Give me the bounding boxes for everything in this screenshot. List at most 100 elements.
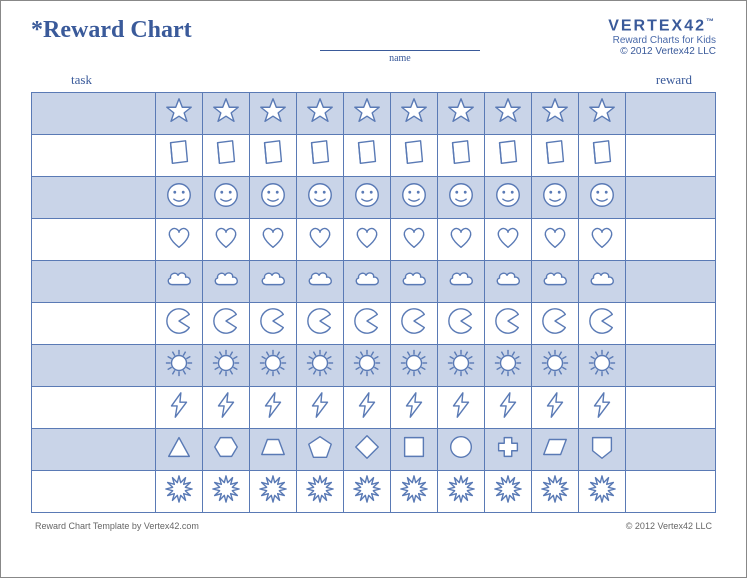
cloud-cell[interactable]	[485, 261, 532, 303]
pacman-cell[interactable]	[391, 303, 438, 345]
reward-cell[interactable]	[626, 429, 716, 471]
book-cell[interactable]	[297, 135, 344, 177]
task-cell[interactable]	[32, 345, 156, 387]
sun-cell[interactable]	[532, 345, 579, 387]
smiley-cell[interactable]	[250, 177, 297, 219]
task-cell[interactable]	[32, 261, 156, 303]
shapes-cell[interactable]	[438, 429, 485, 471]
star-cell[interactable]	[485, 93, 532, 135]
sun-cell[interactable]	[391, 345, 438, 387]
heart-cell[interactable]	[344, 219, 391, 261]
shapes-cell[interactable]	[532, 429, 579, 471]
cloud-cell[interactable]	[155, 261, 202, 303]
sun-cell[interactable]	[297, 345, 344, 387]
bolt-cell[interactable]	[344, 387, 391, 429]
task-cell[interactable]	[32, 135, 156, 177]
bolt-cell[interactable]	[485, 387, 532, 429]
sun-cell[interactable]	[202, 345, 249, 387]
cloud-cell[interactable]	[532, 261, 579, 303]
shapes-cell[interactable]	[344, 429, 391, 471]
star-cell[interactable]	[155, 93, 202, 135]
book-cell[interactable]	[344, 135, 391, 177]
pacman-cell[interactable]	[155, 303, 202, 345]
reward-cell[interactable]	[626, 177, 716, 219]
heart-cell[interactable]	[155, 219, 202, 261]
bolt-cell[interactable]	[202, 387, 249, 429]
reward-cell[interactable]	[626, 261, 716, 303]
smiley-cell[interactable]	[579, 177, 626, 219]
sun-cell[interactable]	[485, 345, 532, 387]
reward-cell[interactable]	[626, 93, 716, 135]
cloud-cell[interactable]	[250, 261, 297, 303]
brand-tagline[interactable]: Reward Charts for Kids	[608, 35, 716, 46]
star-cell[interactable]	[297, 93, 344, 135]
smiley-cell[interactable]	[391, 177, 438, 219]
bolt-cell[interactable]	[391, 387, 438, 429]
cloud-cell[interactable]	[391, 261, 438, 303]
star-cell[interactable]	[344, 93, 391, 135]
reward-cell[interactable]	[626, 135, 716, 177]
bolt-cell[interactable]	[532, 387, 579, 429]
bolt-cell[interactable]	[250, 387, 297, 429]
burst-cell[interactable]	[438, 471, 485, 513]
pacman-cell[interactable]	[297, 303, 344, 345]
smiley-cell[interactable]	[155, 177, 202, 219]
star-cell[interactable]	[532, 93, 579, 135]
burst-cell[interactable]	[532, 471, 579, 513]
shapes-cell[interactable]	[155, 429, 202, 471]
reward-cell[interactable]	[626, 219, 716, 261]
burst-cell[interactable]	[202, 471, 249, 513]
task-cell[interactable]	[32, 177, 156, 219]
book-cell[interactable]	[485, 135, 532, 177]
shapes-cell[interactable]	[391, 429, 438, 471]
bolt-cell[interactable]	[438, 387, 485, 429]
book-cell[interactable]	[579, 135, 626, 177]
smiley-cell[interactable]	[344, 177, 391, 219]
burst-cell[interactable]	[297, 471, 344, 513]
book-cell[interactable]	[438, 135, 485, 177]
sun-cell[interactable]	[579, 345, 626, 387]
task-cell[interactable]	[32, 303, 156, 345]
burst-cell[interactable]	[155, 471, 202, 513]
task-cell[interactable]	[32, 429, 156, 471]
task-cell[interactable]	[32, 471, 156, 513]
bolt-cell[interactable]	[155, 387, 202, 429]
shapes-cell[interactable]	[297, 429, 344, 471]
pacman-cell[interactable]	[532, 303, 579, 345]
burst-cell[interactable]	[250, 471, 297, 513]
heart-cell[interactable]	[391, 219, 438, 261]
pacman-cell[interactable]	[438, 303, 485, 345]
heart-cell[interactable]	[202, 219, 249, 261]
book-cell[interactable]	[532, 135, 579, 177]
star-cell[interactable]	[391, 93, 438, 135]
cloud-cell[interactable]	[438, 261, 485, 303]
smiley-cell[interactable]	[202, 177, 249, 219]
heart-cell[interactable]	[297, 219, 344, 261]
sun-cell[interactable]	[344, 345, 391, 387]
shapes-cell[interactable]	[485, 429, 532, 471]
pacman-cell[interactable]	[579, 303, 626, 345]
shapes-cell[interactable]	[579, 429, 626, 471]
burst-cell[interactable]	[391, 471, 438, 513]
bolt-cell[interactable]	[579, 387, 626, 429]
cloud-cell[interactable]	[579, 261, 626, 303]
heart-cell[interactable]	[532, 219, 579, 261]
cloud-cell[interactable]	[297, 261, 344, 303]
heart-cell[interactable]	[579, 219, 626, 261]
cloud-cell[interactable]	[344, 261, 391, 303]
sun-cell[interactable]	[155, 345, 202, 387]
reward-cell[interactable]	[626, 387, 716, 429]
heart-cell[interactable]	[485, 219, 532, 261]
book-cell[interactable]	[155, 135, 202, 177]
reward-cell[interactable]	[626, 345, 716, 387]
heart-cell[interactable]	[438, 219, 485, 261]
star-cell[interactable]	[202, 93, 249, 135]
star-cell[interactable]	[438, 93, 485, 135]
pacman-cell[interactable]	[485, 303, 532, 345]
sun-cell[interactable]	[250, 345, 297, 387]
task-cell[interactable]	[32, 219, 156, 261]
book-cell[interactable]	[250, 135, 297, 177]
reward-cell[interactable]	[626, 471, 716, 513]
pacman-cell[interactable]	[344, 303, 391, 345]
shapes-cell[interactable]	[202, 429, 249, 471]
